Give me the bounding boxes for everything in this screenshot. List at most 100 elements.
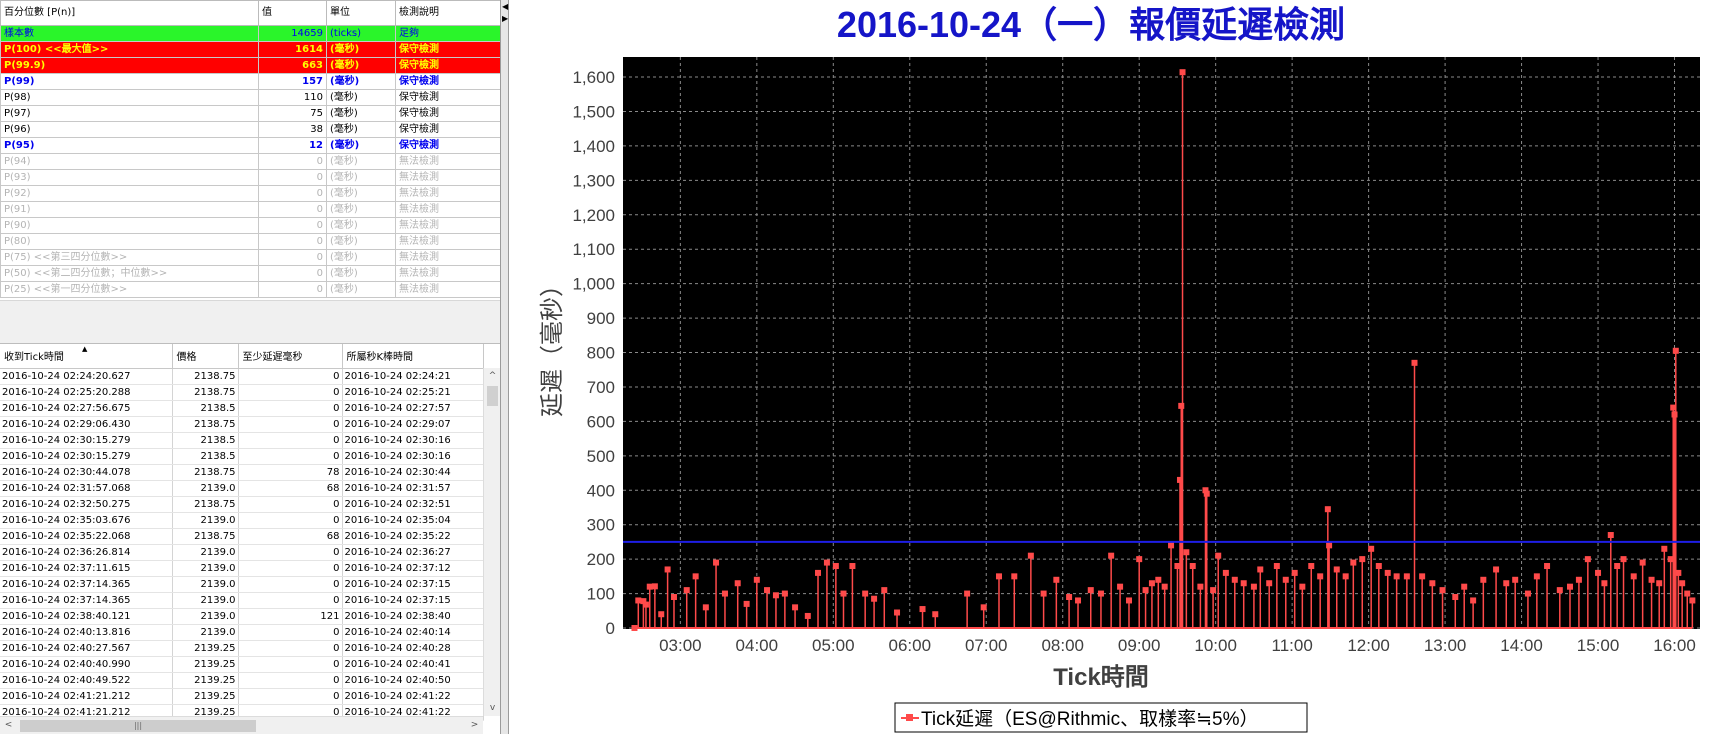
series-point [1533,573,1540,580]
percentile-unit: (毫秒) [326,57,396,74]
legend[interactable]: Tick延遲（ES@Rithmic、取樣率≒5%） [894,702,1308,733]
tick-price: 2138.75 [172,368,239,385]
table-row[interactable]: 2016-10-24 02:35:03.676 2139.0 0 2016-10-24… [0,512,484,529]
tick-price: 2139.25 [172,688,239,705]
vertical-scroll-thumb[interactable] [487,386,498,406]
series-point [1291,569,1298,576]
scroll-down-icon[interactable]: v [489,703,496,713]
tick-received-time: 2016-10-24 02:40:49.522 [0,672,173,689]
percentile-row[interactable]: P(50) <<第二四分位數；中位數>> 0 (毫秒) 無法檢測 [0,265,501,282]
percentile-row[interactable]: P(91) 0 (毫秒) 無法檢測 [0,201,501,218]
column-header-unit[interactable]: 單位 [326,0,396,26]
column-header-min-delay[interactable]: 至少延遲毫秒 [238,344,343,369]
percentile-row[interactable]: P(25) <<第一四分位數>> 0 (毫秒) 無法檢測 [0,281,501,298]
series-point [1222,569,1229,576]
table-row[interactable]: 2016-10-24 02:40:27.567 2139.25 0 2016-10-2… [0,640,484,657]
scroll-up-icon[interactable]: ^ [488,371,497,381]
series-point [1299,583,1306,590]
percentile-row[interactable]: P(99) 157 (毫秒) 保守檢測 [0,73,501,90]
table-row[interactable]: 2016-10-24 02:25:20.288 2138.75 0 2016-10-2… [0,384,484,401]
table-row[interactable]: 2016-10-24 02:37:11.615 2139.0 0 2016-10-24… [0,560,484,577]
tick-min-delay: 0 [238,656,343,673]
series-point [1179,69,1186,76]
column-header-description[interactable]: 檢測說明 [395,0,501,26]
table-row[interactable]: 2016-10-24 02:30:44.078 2138.75 78 2016-10-… [0,464,484,481]
percentile-row[interactable]: P(75) <<第三四分位數>> 0 (毫秒) 無法檢測 [0,249,501,266]
percentile-row[interactable]: P(97) 75 (毫秒) 保守檢測 [0,105,501,122]
table-row[interactable]: 2016-10-24 02:35:22.068 2138.75 68 2016-10-… [0,528,484,545]
percentile-description: 足夠 [395,25,501,42]
percentile-row[interactable]: 樣本數 14659 (ticks) 足夠 [0,25,501,42]
column-header-value[interactable]: 值 [258,0,327,26]
percentile-label: P(99.9) [0,57,259,74]
tick-price: 2139.25 [172,656,239,673]
column-header-tick-time[interactable]: 收到Tick時間 ▲ [0,344,173,369]
series-point [1411,359,1418,366]
panel-splitter[interactable] [0,300,500,344]
table-row[interactable]: 2016-10-24 02:32:50.275 2138.75 0 2016-10-2… [0,496,484,513]
percentile-row[interactable]: P(96) 38 (毫秒) 保守檢測 [0,121,501,138]
percentile-row[interactable]: P(90) 0 (毫秒) 無法檢測 [0,217,501,234]
table-row[interactable]: 2016-10-24 02:31:57.068 2139.0 68 2016-10-2… [0,480,484,497]
table-row[interactable]: 2016-10-24 02:40:40.990 2139.25 0 2016-10-2… [0,656,484,673]
table-row[interactable]: 2016-10-24 02:37:14.365 2139.0 0 2016-10-24… [0,576,484,593]
column-header-bar-time[interactable]: 所屬秒K棒時間 [342,344,484,369]
series-point [1231,576,1238,583]
collapse-left-icon[interactable]: ◀ [502,2,509,11]
tick-min-delay: 0 [238,576,343,593]
horizontal-scrollbar[interactable]: < ||| > [0,716,483,734]
tick-min-delay: 0 [238,400,343,417]
percentile-value: 0 [258,169,327,186]
percentile-description: 無法檢測 [395,217,501,234]
vertical-scrollbar[interactable]: ^ v [483,368,500,716]
table-row[interactable]: 2016-10-24 02:27:56.675 2138.5 0 2016-10-24… [0,400,484,417]
table-row[interactable]: 2016-10-24 02:30:15.279 2138.5 0 2016-10-24… [0,448,484,465]
table-row[interactable]: 2016-10-24 02:41:21.212 2139.25 0 2016-10-2… [0,688,484,705]
percentile-row[interactable]: P(100) <<最大值>> 1614 (毫秒) 保守檢測 [0,41,501,58]
percentile-unit: (毫秒) [326,41,396,58]
tick-min-delay: 121 [238,608,343,625]
table-row[interactable]: 2016-10-24 02:40:49.522 2139.25 0 2016-10-2… [0,672,484,689]
percentile-row[interactable]: P(98) 110 (毫秒) 保守檢測 [0,89,501,106]
table-row[interactable]: 2016-10-24 02:37:14.365 2139.0 0 2016-10-24… [0,592,484,609]
series-point [823,559,830,566]
percentile-unit: (毫秒) [326,105,396,122]
y-tick-label: 1,500 [572,102,615,121]
series-point [1452,594,1459,601]
table-row[interactable]: 2016-10-24 02:30:15.279 2138.5 0 2016-10-24… [0,432,484,449]
series-point [1324,506,1331,513]
series-point [1317,573,1324,580]
expand-right-icon[interactable]: ▶ [502,14,509,23]
percentile-row[interactable]: P(95) 12 (毫秒) 保守檢測 [0,137,501,154]
series-point [1161,583,1168,590]
percentile-row[interactable]: P(99.9) 663 (毫秒) 保守檢測 [0,57,501,74]
table-row[interactable]: 2016-10-24 02:40:13.816 2139.0 0 2016-10-24… [0,624,484,641]
series-point [1493,566,1500,573]
scroll-right-icon[interactable]: > [470,720,479,730]
table-row[interactable]: 2016-10-24 02:36:26.814 2139.0 0 2016-10-24… [0,544,484,561]
series-point [792,604,799,611]
tick-bar-time: 2016-10-24 02:30:44 [342,464,484,481]
horizontal-scroll-thumb[interactable]: ||| [20,720,256,732]
percentile-row[interactable]: P(92) 0 (毫秒) 無法檢測 [0,185,501,202]
series-point [1670,404,1677,411]
column-header-price[interactable]: 價格 [172,344,239,369]
series-point [1168,542,1175,549]
percentile-row[interactable]: P(80) 0 (毫秒) 無法檢測 [0,233,501,250]
series-point [1326,542,1333,549]
percentile-description: 保守檢測 [395,89,501,106]
tick-min-delay: 0 [238,368,343,385]
table-row[interactable]: 2016-10-24 02:24:20.627 2138.75 0 2016-10-2… [0,368,484,385]
table-row[interactable]: 2016-10-24 02:38:40.121 2139.0 121 2016-10-… [0,608,484,625]
scroll-left-icon[interactable]: < [4,720,13,730]
percentile-row[interactable]: P(93) 0 (毫秒) 無法檢測 [0,169,501,186]
percentile-row[interactable]: P(94) 0 (毫秒) 無法檢測 [0,153,501,170]
x-tick-label: 09:00 [1118,636,1161,655]
series-point [1656,580,1663,587]
tick-price: 2138.5 [172,400,239,417]
percentile-value: 1614 [258,41,327,58]
series-point [1375,563,1382,570]
column-header-percentile[interactable]: 百分位數 [P(n)] [0,0,259,26]
pane-divider[interactable]: ◀ ▶ [500,0,509,734]
table-row[interactable]: 2016-10-24 02:29:06.430 2138.75 0 2016-10-2… [0,416,484,433]
